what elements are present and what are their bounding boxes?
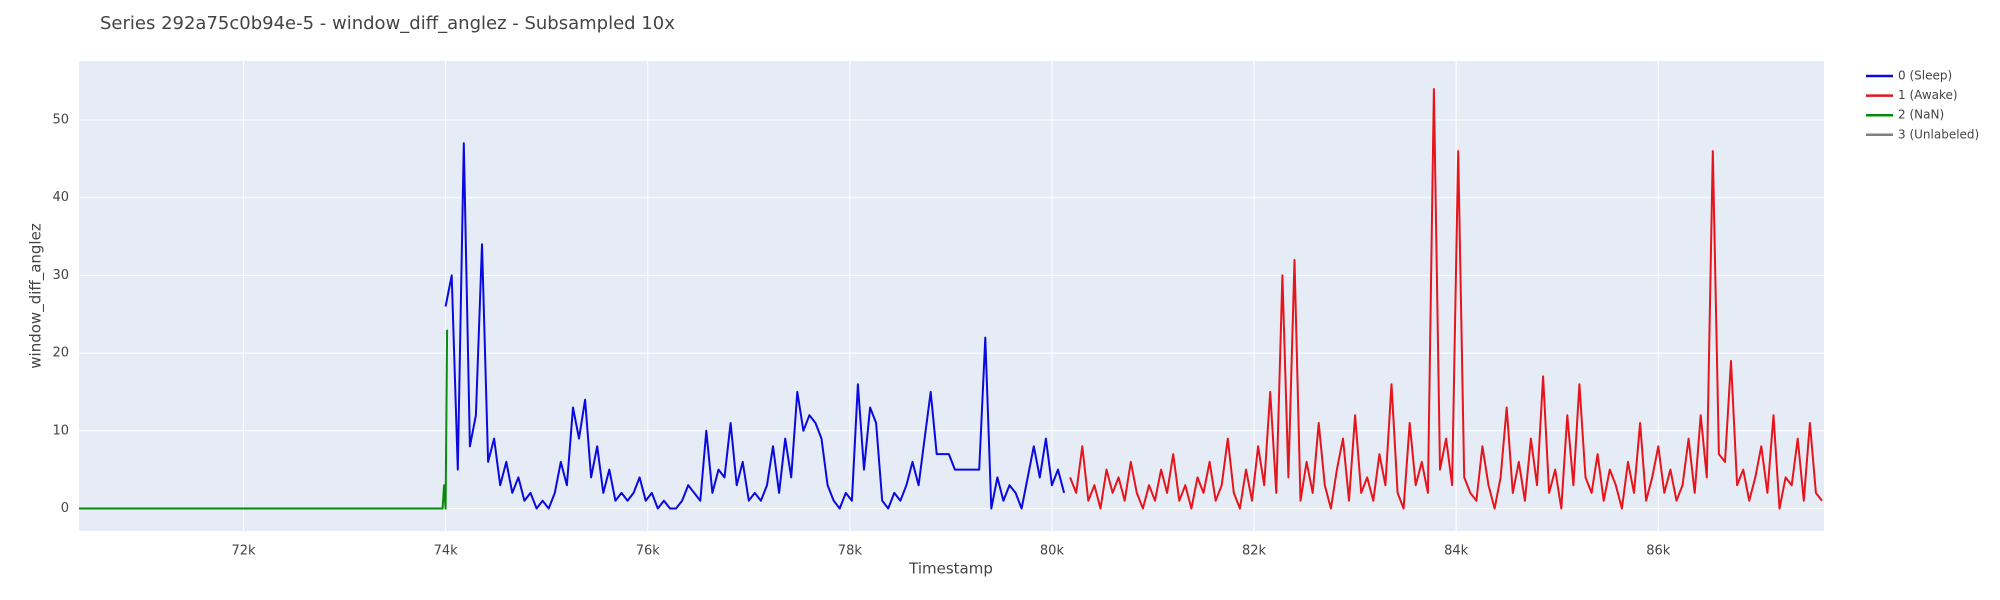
x-tick-label: 84k — [1444, 544, 1469, 559]
y-tick-label: 20 — [52, 346, 69, 361]
legend-label[interactable]: 0 (Sleep) — [1898, 69, 1952, 83]
x-tick-label: 78k — [838, 544, 863, 559]
y-tick-label: 0 — [61, 501, 69, 516]
x-tick-label: 86k — [1646, 544, 1671, 559]
y-tick-label: 40 — [52, 190, 69, 205]
x-tick-label: 72k — [231, 544, 256, 559]
legend-label[interactable]: 2 (NaN) — [1898, 108, 1944, 122]
y-tick-label: 50 — [52, 113, 69, 128]
y-axis-title: window_diff_anglez — [27, 223, 46, 369]
x-tick-label: 82k — [1242, 544, 1267, 559]
legend-label[interactable]: 1 (Awake) — [1898, 88, 1958, 102]
chart-title: Series 292a75c0b94e-5 - window_diff_angl… — [100, 13, 675, 34]
series-line — [444, 142, 1066, 510]
y-tick-label: 30 — [52, 268, 69, 283]
x-axis-title: Timestamp — [908, 560, 993, 578]
series-line — [1069, 88, 1823, 510]
x-tick-label: 76k — [636, 544, 661, 559]
x-tick-label: 80k — [1040, 544, 1065, 559]
legend-label[interactable]: 3 (Unlabeled) — [1898, 127, 1979, 141]
series-line — [79, 329, 449, 510]
y-tick-label: 10 — [52, 423, 69, 438]
x-tick-label: 74k — [434, 544, 459, 559]
